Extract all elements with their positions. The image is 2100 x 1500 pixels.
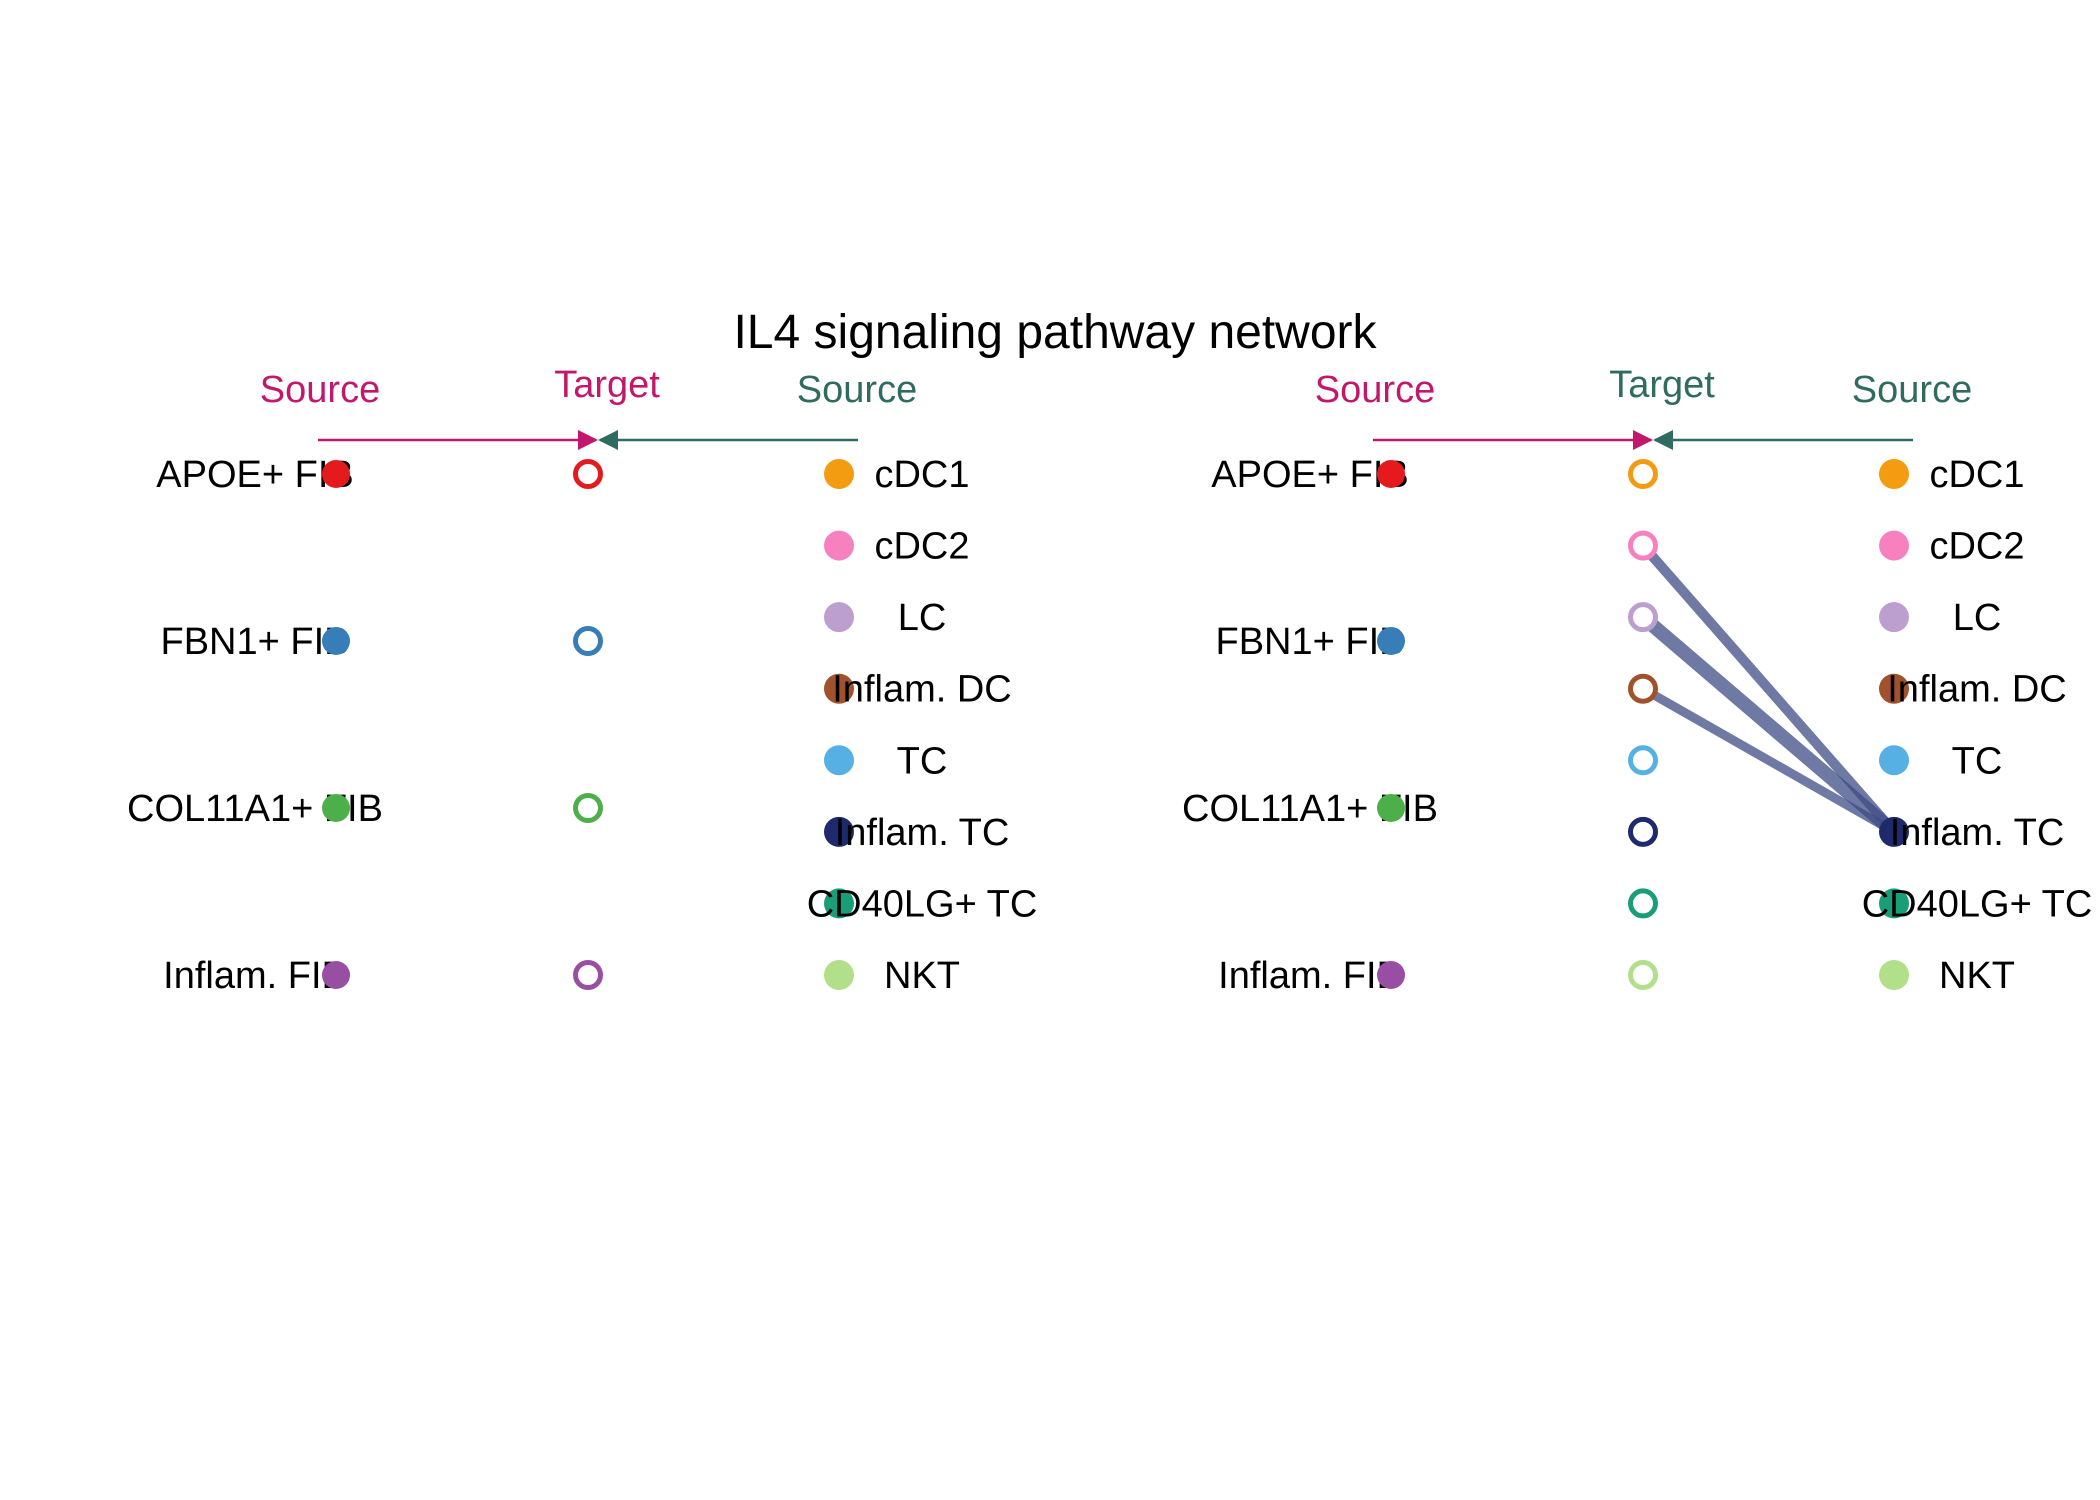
target-node-4 xyxy=(1628,673,1658,704)
target-node-2 xyxy=(1628,530,1658,561)
right-source-label-cd40lg-tc: CD40LG+ TC xyxy=(807,883,1038,925)
right-source-label-lc: LC xyxy=(898,597,947,639)
right-source-node-cdc2 xyxy=(1879,530,1909,561)
right-source-label-cdc1: cDC1 xyxy=(874,454,969,496)
target-node-7 xyxy=(1628,888,1658,919)
right-source-label-inflam-tc: Inflam. TC xyxy=(1890,812,2065,854)
right-source-label-inflam-dc: Inflam. DC xyxy=(832,669,1011,711)
header-left-source: Source xyxy=(260,369,380,411)
header-right-source: Source xyxy=(1852,369,1972,411)
target-node-6 xyxy=(1628,816,1658,847)
right-source-node-nkt xyxy=(824,960,854,990)
edge-inflam-tc-to-target-2 xyxy=(1638,540,1899,837)
header-right-source: Source xyxy=(797,369,917,411)
right-source-label-inflam-dc: Inflam. DC xyxy=(1887,669,2066,711)
target-node-3 xyxy=(573,793,603,823)
right-source-label-tc: TC xyxy=(897,740,948,782)
target-node-2 xyxy=(573,626,603,656)
target-node-5 xyxy=(1628,745,1658,776)
header-left-source: Source xyxy=(1315,369,1435,411)
right-source-label-lc: LC xyxy=(1953,597,2002,639)
left-source-label-inflam-fib: Inflam. FIB xyxy=(1218,955,1402,997)
right-source-label-tc: TC xyxy=(1952,740,2003,782)
left-source-label-fbn1-fib: FBN1+ FIB xyxy=(1216,621,1405,663)
right-source-node-tc xyxy=(1879,745,1909,776)
target-node-8 xyxy=(1628,960,1658,990)
left-source-node-col11a1-fib xyxy=(1377,794,1405,822)
right-source-label-cd40lg-tc: CD40LG+ TC xyxy=(1862,883,2093,925)
target-node-3 xyxy=(1628,602,1658,633)
right-source-label-nkt: NKT xyxy=(1939,955,2015,997)
right-source-node-cdc1 xyxy=(824,459,854,489)
right-source-label-cdc2: cDC2 xyxy=(1929,526,2024,568)
left-source-node-apoe-fib xyxy=(322,460,350,488)
edge-inflam-tc-to-target-4 xyxy=(1638,684,1899,837)
left-source-node-col11a1-fib xyxy=(322,794,350,822)
target-node-1 xyxy=(1628,459,1658,489)
target-node-4 xyxy=(573,960,603,990)
left-source-node-inflam-fib xyxy=(322,961,350,989)
right-source-node-cdc1 xyxy=(1879,459,1909,489)
right-source-node-cd40lg-tc xyxy=(824,888,854,919)
right-source-node-inflam-dc xyxy=(1879,673,1909,704)
right-source-node-tc xyxy=(824,745,854,776)
right-source-node-cd40lg-tc xyxy=(1879,888,1909,919)
right-source-label-cdc2: cDC2 xyxy=(874,526,969,568)
right-source-node-cdc2 xyxy=(824,530,854,561)
right-source-node-lc xyxy=(1879,602,1909,633)
header-target: Target xyxy=(554,364,660,406)
right-source-node-inflam-dc xyxy=(824,673,854,704)
left-source-label-apoe-fib: APOE+ FIB xyxy=(1211,454,1408,496)
left-source-node-inflam-fib xyxy=(1377,961,1405,989)
left-source-node-fbn1-fib xyxy=(322,627,350,655)
right-source-node-nkt xyxy=(1879,960,1909,990)
header-target: Target xyxy=(1609,364,1715,406)
right-source-label-nkt: NKT xyxy=(884,955,960,997)
right-source-node-inflam-tc xyxy=(1879,816,1909,847)
target-node-1 xyxy=(573,459,603,489)
right-source-label-inflam-tc: Inflam. TC xyxy=(835,812,1010,854)
left-source-node-apoe-fib xyxy=(1377,460,1405,488)
right-source-node-inflam-tc xyxy=(824,816,854,847)
right-source-node-lc xyxy=(824,602,854,633)
right-source-label-cdc1: cDC1 xyxy=(1929,454,2024,496)
edge-inflam-tc-to-target-3 xyxy=(1636,610,1901,839)
left-source-label-inflam-fib: Inflam. FIB xyxy=(163,955,347,997)
left-source-node-fbn1-fib xyxy=(1377,627,1405,655)
figure-title: IL4 signaling pathway network xyxy=(733,306,1377,359)
left-source-label-apoe-fib: APOE+ FIB xyxy=(156,454,353,496)
left-source-label-fbn1-fib: FBN1+ FIB xyxy=(161,621,350,663)
